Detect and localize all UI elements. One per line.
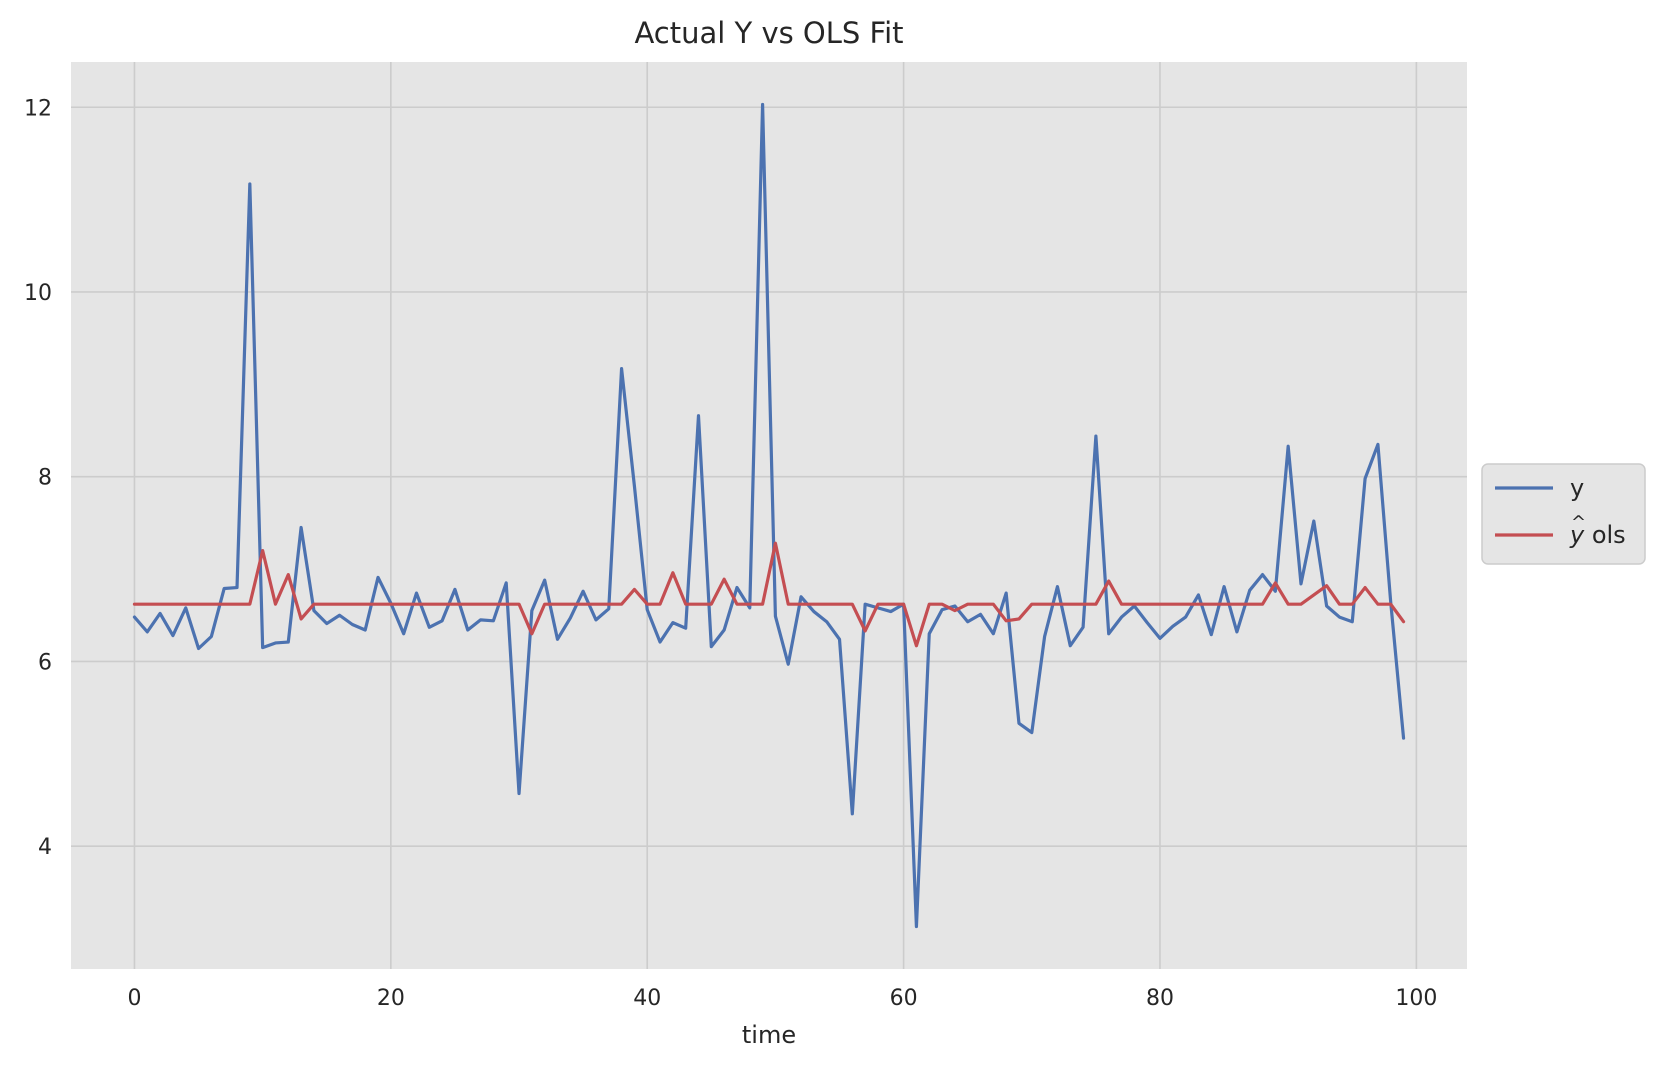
legend-box xyxy=(1481,463,1646,565)
y-tick-label: 8 xyxy=(38,466,52,491)
x-tick-label: 80 xyxy=(1146,986,1174,1011)
x-tick-label: 60 xyxy=(890,986,918,1011)
legend-label-yhat-ols: y ols xyxy=(1569,521,1626,549)
x-gridlines xyxy=(133,62,1418,969)
series-layer xyxy=(132,102,1406,929)
chart-title: Actual Y vs OLS Fit xyxy=(634,16,903,50)
x-axis-label: time xyxy=(742,1021,796,1049)
y-tick-labels: 4 6 8 10 12 xyxy=(24,96,52,860)
legend: y y ols ^ xyxy=(1481,463,1646,565)
y-tick-label: 10 xyxy=(24,281,52,306)
y-gridlines xyxy=(71,106,1467,847)
series-line-yhat-ols xyxy=(132,541,1406,648)
y-tick-label: 6 xyxy=(38,650,52,675)
x-tick-label: 0 xyxy=(127,986,141,1011)
legend-label-yhat-symbol: y xyxy=(1569,521,1585,549)
series-line-y xyxy=(132,102,1406,929)
legend-label-y: y xyxy=(1570,474,1584,502)
x-tick-label: 20 xyxy=(377,986,405,1011)
legend-label-yhat-hat: ^ xyxy=(1571,512,1586,533)
y-tick-label: 12 xyxy=(24,96,52,121)
x-tick-label: 40 xyxy=(633,986,661,1011)
x-tick-label: 100 xyxy=(1395,986,1437,1011)
plot-area xyxy=(71,62,1467,969)
y-tick-label: 4 xyxy=(38,835,52,860)
x-tick-labels: 0 20 40 60 80 100 xyxy=(127,986,1437,1011)
legend-label-yhat-suffix: ols xyxy=(1584,521,1625,549)
